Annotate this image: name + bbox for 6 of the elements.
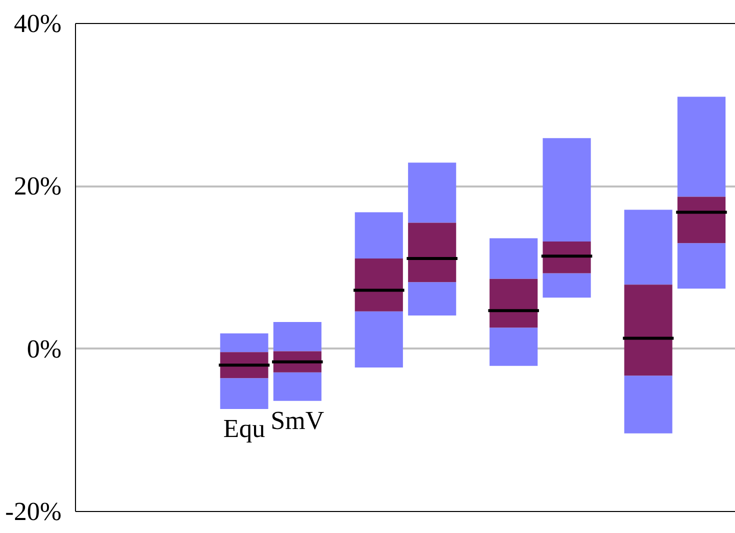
- y-tick-label: -20%: [5, 497, 62, 526]
- y-tick-label: 20%: [14, 172, 62, 201]
- series-label: SmV: [270, 406, 324, 435]
- series-label: Equ: [223, 414, 266, 444]
- y-tick-label: 0%: [26, 334, 62, 364]
- y-tick-label: 40%: [14, 9, 62, 38]
